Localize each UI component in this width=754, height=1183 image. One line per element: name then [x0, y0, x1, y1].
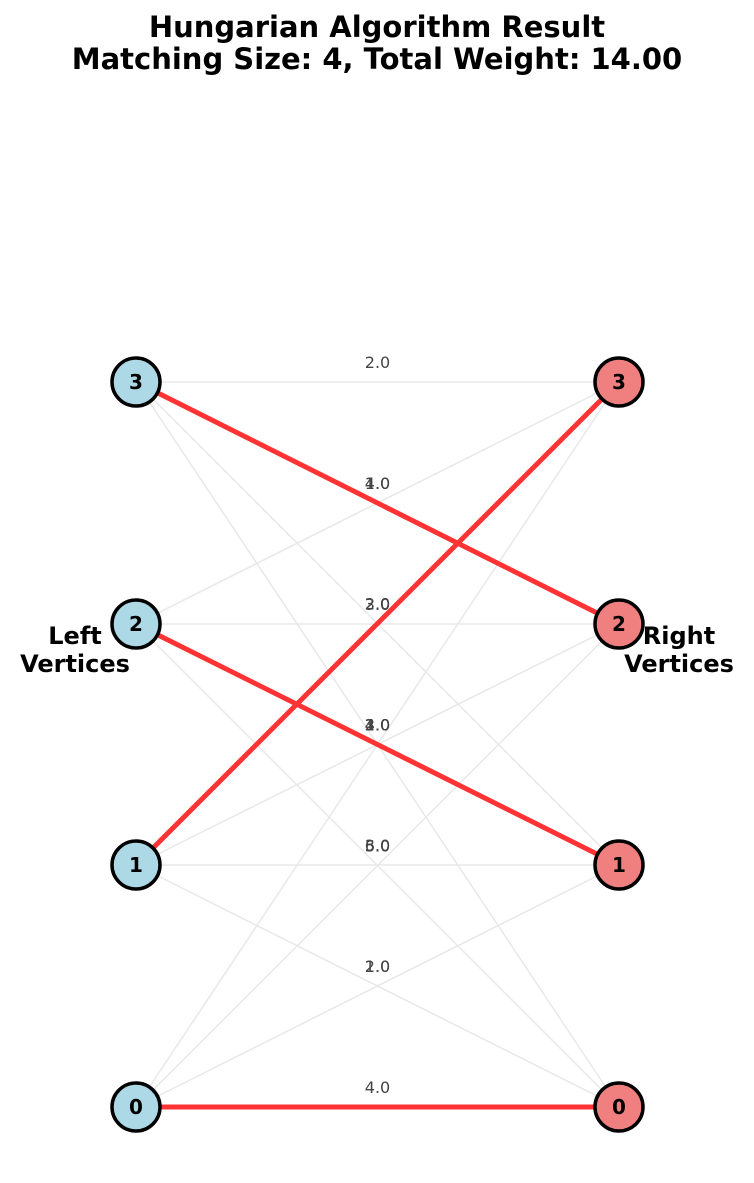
left-vertex-1: 1: [110, 839, 162, 891]
edge-weight-label: 5.0: [365, 837, 390, 856]
right-vertex-label: 1: [612, 853, 626, 877]
edge-weight-label: 1.0: [365, 474, 390, 493]
weight-labels-group: 4.01.05.03.02.03.02.02.06.04.03.01.01.02…: [365, 353, 390, 1097]
left-vertex-3: 3: [110, 356, 162, 408]
left-vertex-circle: [110, 1081, 162, 1133]
edge-weight-label: 2.0: [365, 595, 390, 614]
unmatched-edge: [135, 864, 620, 1108]
edge-weight-label: 4.0: [365, 716, 390, 735]
right-vertex-3: 3: [593, 356, 645, 408]
edge-weight-label: 4.0: [365, 1078, 390, 1097]
left-vertex-label: 1: [129, 853, 143, 877]
right-vertex-circle: [593, 598, 645, 650]
left-vertex-label: 3: [129, 370, 143, 394]
right-vertex-0: 0: [593, 1081, 645, 1133]
edge-weight-label: 6.0: [365, 837, 390, 856]
right-vertex-circle: [593, 839, 645, 891]
edge-weight-label: 4.0: [365, 474, 390, 493]
edge-weight-label: 3.0: [365, 836, 390, 855]
edge-weight-label: 2.0: [365, 595, 390, 614]
edge-weight-label: 2.0: [365, 353, 390, 372]
left-vertex-2: 2: [110, 598, 162, 650]
matched-edges-group: [133, 379, 622, 1110]
left-vertex-0: 0: [110, 1081, 162, 1133]
right-vertex-label: 0: [612, 1095, 626, 1119]
right-vertex-1: 1: [593, 839, 645, 891]
right-vertex-label: 2: [612, 612, 626, 636]
left-vertex-label: 0: [129, 1095, 143, 1119]
edge-weight-label: 2.0: [365, 957, 390, 976]
matched-edge: [133, 379, 622, 627]
left-vertices-label-line-1: Left: [48, 622, 101, 650]
matched-edge: [133, 379, 622, 868]
right-vertex-label: 3: [612, 370, 626, 394]
left-vertex-circle: [110, 839, 162, 891]
edge-weight-label: 1.0: [365, 957, 390, 976]
right-vertex-2: 2: [593, 598, 645, 650]
edge-weight-label: 2.0: [365, 716, 390, 735]
edge-weight-label: 3.0: [365, 716, 390, 735]
left-vertices-label-line-2: Vertices: [20, 650, 130, 678]
matched-edge: [133, 621, 622, 868]
left-vertex-circle: [110, 356, 162, 408]
right-vertex-circle: [593, 356, 645, 408]
vertices-group: 0 1 2 3 0 1 2 3: [110, 356, 645, 1133]
right-vertices-label-line-1: Right: [643, 622, 715, 650]
unmatched-edge: [135, 623, 620, 1108]
chart-title-line-2: Matching Size: 4, Total Weight: 14.00: [72, 42, 683, 76]
edge-weight-label: 3.0: [365, 595, 390, 614]
left-vertex-label: 2: [129, 612, 143, 636]
right-vertices-label-line-2: Vertices: [624, 650, 734, 678]
right-vertex-circle: [593, 1081, 645, 1133]
chart-title-line-1: Hungarian Algorithm Result: [149, 10, 605, 44]
left-vertex-circle: [110, 598, 162, 650]
edge-weight-label: 1.0: [365, 716, 390, 735]
